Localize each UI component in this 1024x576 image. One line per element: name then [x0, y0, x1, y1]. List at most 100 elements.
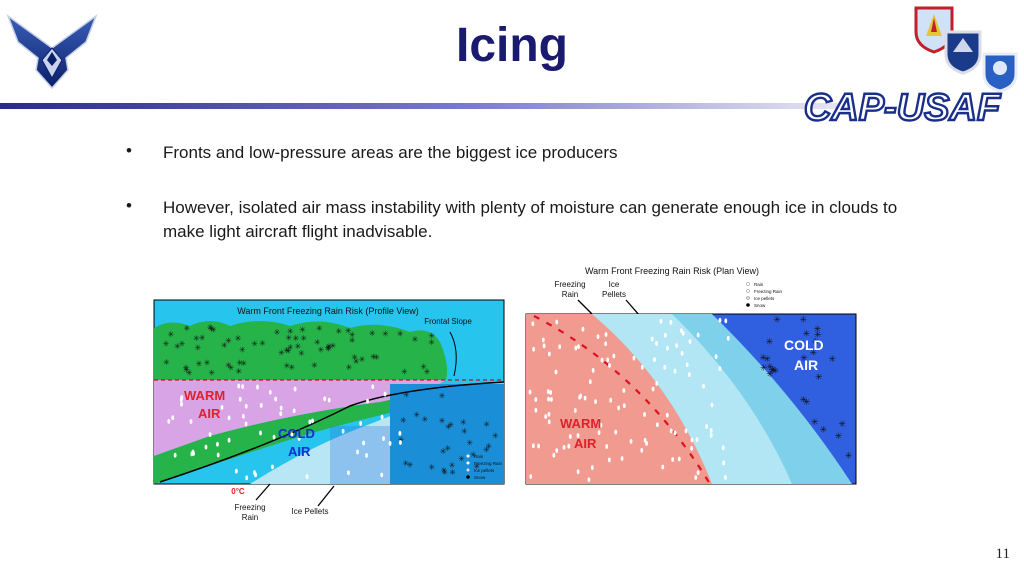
snowflake-glyph: ✳ [287, 327, 294, 336]
profile-view-diagram: ✳✳✳✳✳✳✳✳ ✳✳✳✳✳✳✳✳✳✳ ✳✳✳✳ ✳✳✳✳✳✳✳✳✳✳✳✳✳✳✳✳✳✳… [153, 299, 505, 522]
raindrop-glyph [581, 326, 585, 332]
snowflake-glyph: ✳ [763, 354, 771, 364]
snowflake-glyph: ✳ [285, 346, 292, 355]
plan-freezing-rain-label-1: Freezing [554, 280, 585, 289]
snowflake-glyph: ✳ [370, 352, 377, 361]
raindrop-glyph [604, 332, 608, 337]
snowflake-glyph: ✳ [835, 431, 843, 441]
frontal-surface-line [159, 381, 504, 483]
ice-pellets-label: Ice Pellets [292, 507, 329, 516]
raindrop-glyph [204, 444, 208, 450]
snowflake-glyph: ✳ [284, 362, 291, 371]
raindrop-glyph [541, 337, 545, 343]
raindrop-glyph [684, 428, 688, 434]
snowflake-glyph: ✳ [184, 324, 191, 333]
snowflake-glyph: ✳ [251, 339, 258, 348]
snowflake-glyph: ✳ [318, 345, 325, 354]
snowflake-glyph: ✳ [441, 468, 448, 477]
raindrop-glyph [234, 468, 238, 474]
snowflake-glyph: ✳ [235, 334, 242, 343]
raindrop-glyph [650, 336, 654, 342]
snowflake-glyph: ✳ [373, 353, 380, 362]
raindrop-glyph [681, 330, 685, 336]
snowflake-glyph: ✳ [335, 327, 342, 336]
warm-air-label-1: WARM [184, 388, 225, 403]
raindrop-glyph [702, 383, 705, 389]
plan-freezing-rain-arrow [577, 299, 595, 317]
snowflake-glyph: ✳ [440, 466, 447, 475]
plan-ice-pellets-arrow [625, 299, 641, 317]
snowflake-glyph: ✳ [800, 353, 808, 363]
snowflake-glyph: ✳ [802, 329, 810, 339]
raindrop-glyph [191, 449, 195, 455]
snowflake-glyph: ✳ [298, 349, 305, 358]
raindrop-glyph [591, 367, 595, 373]
plan-legend: Rain Freezing Rain Ice pellets Snow [746, 282, 783, 308]
raindrop-glyph [547, 396, 550, 402]
raindrop-glyph [576, 433, 580, 438]
snowflake-glyph: ✳ [207, 323, 214, 332]
raindrop-glyph [574, 345, 578, 351]
raindrop-glyph [547, 351, 551, 357]
raindrop-glyph [542, 343, 546, 349]
raindrop-glyph [597, 418, 601, 424]
raindrop-glyph [279, 411, 283, 417]
profile-legend: Rain Freezing Rain Ice pellets Snow [466, 454, 503, 480]
raindrop-glyph [612, 353, 616, 359]
snowflake-glyph: ✳ [768, 365, 776, 375]
raindrop-glyph [694, 475, 698, 480]
raindrop-glyph [568, 434, 572, 439]
raindrop-glyph [380, 472, 384, 478]
raindrop-glyph [655, 341, 658, 346]
warm-air-label-2: AIR [198, 406, 221, 421]
raindrop-glyph [272, 434, 276, 440]
cold-air-label-2: AIR [288, 444, 311, 459]
frontal-slope-label: Frontal Slope [424, 317, 472, 326]
snowflake-glyph: ✳ [274, 328, 281, 337]
raindrop-glyph [398, 430, 402, 436]
snowflake-glyph: ✳ [278, 348, 285, 357]
snowflake-glyph: ✳ [325, 343, 332, 352]
raindrop-glyph [399, 440, 402, 445]
raindrop-glyph [388, 441, 392, 446]
raindrop-glyph [661, 464, 665, 470]
raindrop-glyph [558, 344, 562, 350]
raindrop-glyph [547, 411, 551, 417]
snowflake-glyph: ✳ [316, 324, 323, 333]
snowflake-glyph: ✳ [814, 330, 822, 340]
raindrop-glyph [274, 396, 278, 402]
snowflake-glyph: ✳ [799, 315, 807, 325]
snowflake-glyph: ✳ [174, 342, 181, 351]
raindrop-glyph [695, 437, 699, 442]
plan-title: Warm Front Freezing Rain Risk (Plan View… [585, 266, 759, 276]
snowflake-glyph: ✳ [349, 336, 356, 345]
freezing-rain-label-2: Rain [242, 513, 258, 522]
snowflake-glyph: ✳ [449, 461, 456, 470]
snowflake-glyph: ✳ [420, 363, 427, 372]
snowflake-glyph: ✳ [447, 420, 454, 429]
raindrop-glyph [724, 474, 727, 480]
snowflake-glyph: ✳ [771, 365, 779, 375]
snowflake-glyph: ✳ [294, 342, 301, 351]
snowflake-glyph: ✳ [287, 343, 294, 352]
raindrop-glyph [726, 335, 730, 341]
raindrop-glyph [718, 366, 722, 371]
raindrop-glyph [173, 452, 177, 458]
snowflake-glyph: ✳ [440, 447, 447, 456]
raindrop-glyph [688, 372, 691, 377]
raindrop-glyph [673, 368, 677, 374]
raindrop-glyph [180, 395, 184, 400]
raindrop-glyph [607, 457, 611, 463]
raindrop-glyph [666, 345, 669, 351]
raindrop-glyph [663, 332, 667, 338]
snowflake-glyph: ✳ [800, 395, 808, 405]
snowflake-glyph: ✳ [759, 352, 767, 362]
raindrop-glyph [305, 474, 309, 480]
snowflake-glyph: ✳ [345, 327, 352, 336]
snowflake-glyph: ✳ [838, 419, 846, 429]
snowflake-glyph: ✳ [163, 358, 170, 367]
snowflake-glyph: ✳ [413, 411, 420, 420]
snowflake-glyph: ✳ [769, 365, 777, 375]
raindrop-glyph [690, 437, 694, 443]
raindrop-glyph [327, 397, 331, 403]
